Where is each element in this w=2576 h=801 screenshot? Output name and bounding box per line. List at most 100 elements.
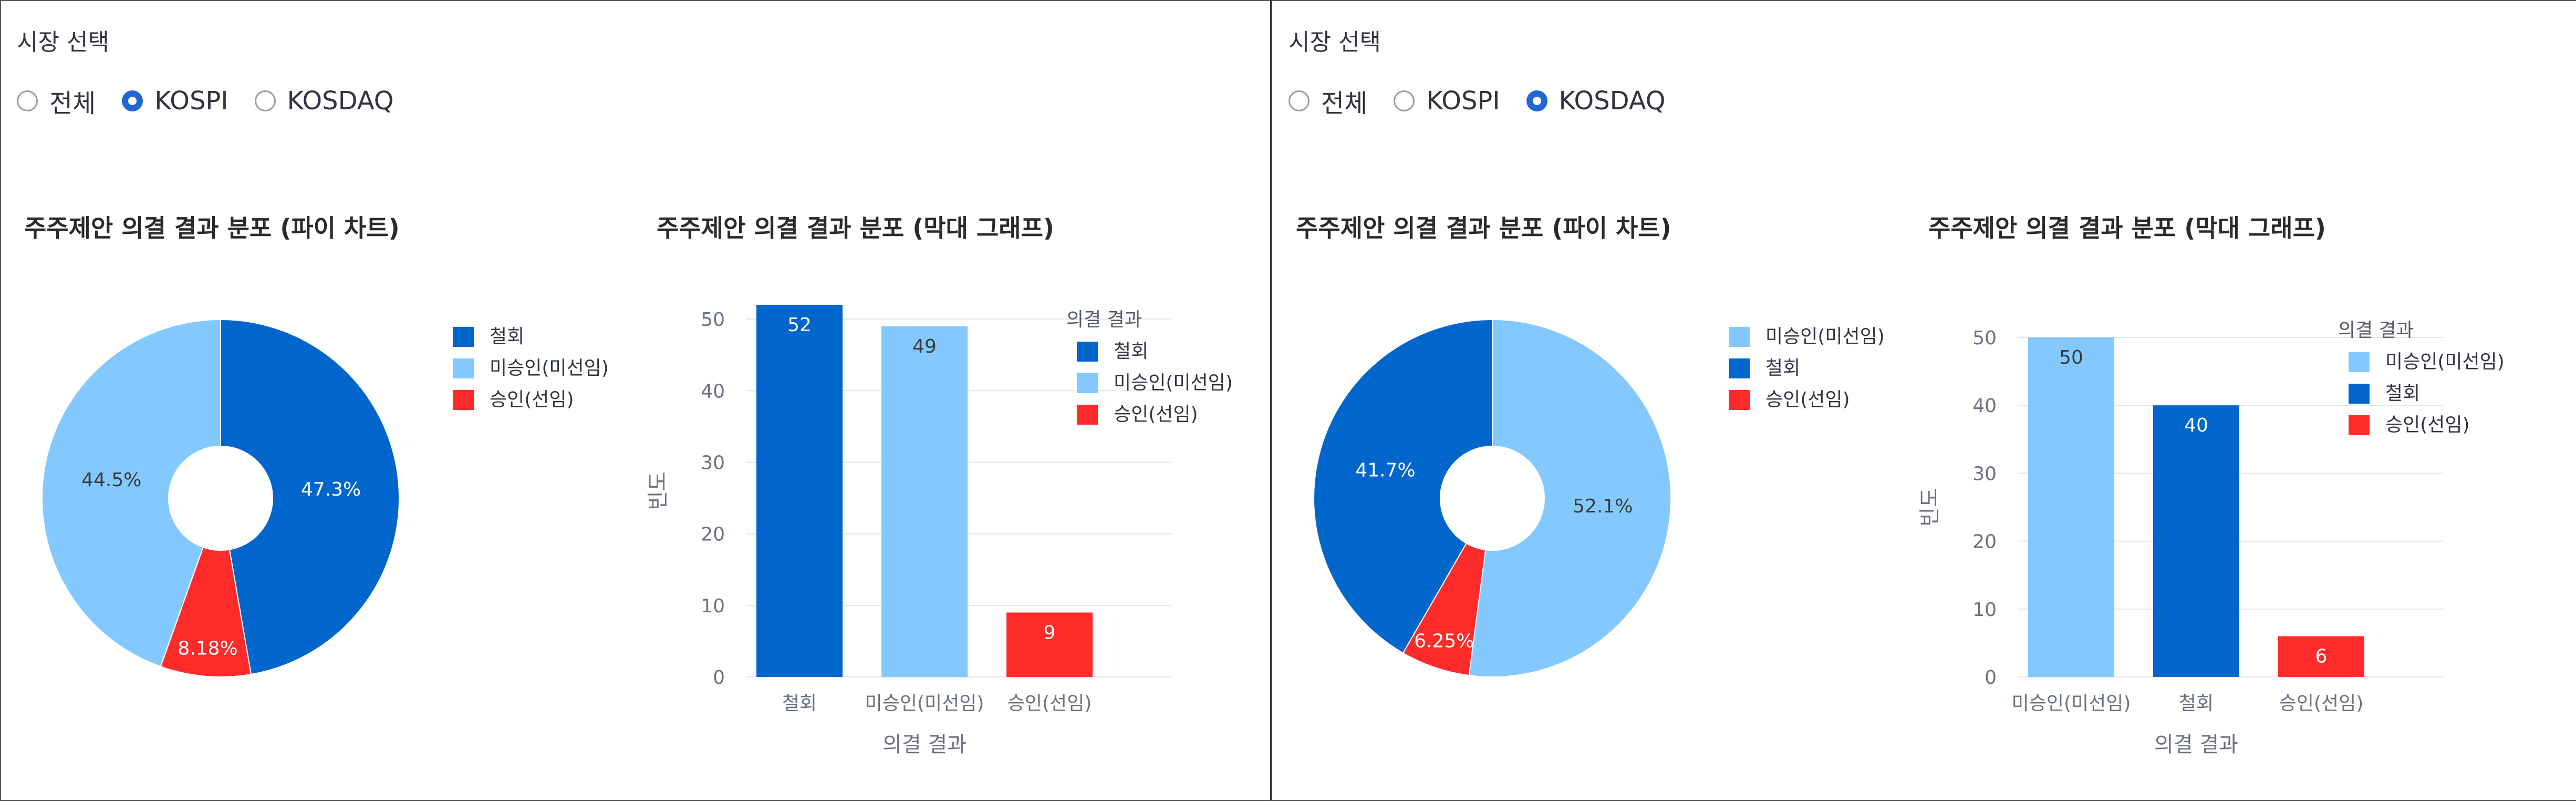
y-tick-label: 20 bbox=[1972, 531, 1997, 553]
radio-option-all[interactable]: 전체 bbox=[1289, 83, 1367, 119]
y-axis-title: 빈도 bbox=[646, 471, 670, 510]
legend-swatch bbox=[453, 390, 474, 410]
x-tick-label: 철회 bbox=[2179, 693, 2214, 714]
radio-option-kosdaq[interactable]: KOSDAQ bbox=[254, 86, 394, 116]
radio-circle[interactable] bbox=[254, 90, 276, 111]
legend-swatch bbox=[453, 327, 474, 347]
legend-swatch bbox=[2349, 384, 2370, 404]
market-select-label: 시장 선택 bbox=[17, 29, 109, 56]
bar bbox=[2278, 636, 2364, 677]
radio-circle[interactable] bbox=[17, 90, 38, 111]
bar bbox=[1006, 612, 1093, 677]
pie-slice bbox=[220, 319, 400, 675]
x-axis-title: 의결 결과 bbox=[882, 733, 967, 757]
legend-swatch bbox=[1077, 405, 1098, 425]
legend-title: 의결 결과 bbox=[2338, 320, 2414, 341]
legend-label: 승인(선임) bbox=[1114, 404, 1198, 425]
legend-swatch bbox=[1729, 358, 1750, 378]
legend-swatch bbox=[1729, 390, 1750, 410]
bar bbox=[2028, 337, 2114, 677]
x-axis-title: 의결 결과 bbox=[2154, 733, 2238, 757]
legend-swatch bbox=[2349, 352, 2370, 372]
legend-label: 미승인(미선임) bbox=[1765, 326, 1885, 347]
radio-option-kosdaq[interactable]: KOSDAQ bbox=[1526, 86, 1666, 116]
radio-circle[interactable] bbox=[1289, 90, 1310, 111]
y-tick-label: 30 bbox=[701, 453, 725, 474]
pie-hole bbox=[1440, 446, 1545, 551]
pie-slice-label: 8.18% bbox=[178, 638, 237, 660]
x-tick-label: 철회 bbox=[782, 693, 817, 714]
bar-chart-title: 주주제안 의결 결과 분포 (막대 그래프) bbox=[1928, 214, 2326, 242]
legend-label: 승인(선임) bbox=[1765, 389, 1850, 410]
pie-slice bbox=[1468, 319, 1672, 677]
pie-slice-label: 6.25% bbox=[1414, 630, 1474, 652]
panel-kosdaq: 시장 선택 전체 KOSPI KOSDAQ 주주제안 의결 결과 분포 (파이 … bbox=[1272, 0, 2542, 800]
radio-option-kospi[interactable]: KOSPI bbox=[122, 86, 228, 116]
bar-value-label: 6 bbox=[2315, 645, 2328, 667]
legend-label: 철회 bbox=[490, 326, 524, 347]
pie-slice-label: 52.1% bbox=[1573, 496, 1633, 517]
radio-label: 전체 bbox=[49, 89, 96, 118]
pie-slice bbox=[41, 319, 221, 667]
radio-label: KOSDAQ bbox=[1559, 86, 1666, 116]
legend-label: 미승인(미선임) bbox=[490, 357, 609, 379]
y-axis-title: 빈도 bbox=[1918, 488, 1942, 527]
radio-circle[interactable] bbox=[1394, 90, 1415, 111]
market-radio-group: 전체 KOSPI KOSDAQ bbox=[1289, 83, 1692, 119]
y-tick-label: 0 bbox=[1985, 667, 1997, 689]
x-tick-label: 미승인(미선임) bbox=[2012, 693, 2131, 714]
pie-chart-title: 주주제안 의결 결과 분포 (파이 차트) bbox=[24, 214, 400, 242]
y-tick-label: 0 bbox=[713, 667, 725, 689]
legend-swatch bbox=[1077, 373, 1098, 393]
x-tick-label: 승인(선임) bbox=[2279, 693, 2364, 714]
panel-kospi: 시장 선택 전체 KOSPI KOSDAQ 주주제안 의결 결과 분포 (파이 … bbox=[0, 0, 1270, 800]
y-tick-label: 30 bbox=[1972, 463, 1997, 485]
y-tick-label: 10 bbox=[701, 595, 725, 617]
bar-value-label: 50 bbox=[2059, 347, 2083, 368]
legend-label: 철회 bbox=[1114, 341, 1148, 362]
market-radio-group: 전체 KOSPI KOSDAQ bbox=[17, 83, 420, 119]
bar bbox=[756, 305, 843, 677]
radio-option-all[interactable]: 전체 bbox=[17, 83, 96, 119]
radio-label: KOSPI bbox=[1426, 86, 1500, 116]
bar-value-label: 49 bbox=[912, 336, 937, 357]
legend-swatch bbox=[1077, 342, 1098, 362]
pie-slice-label: 41.7% bbox=[1355, 459, 1415, 481]
legend-title: 의결 결과 bbox=[1066, 309, 1142, 331]
legend-label: 철회 bbox=[2385, 383, 2420, 404]
radio-circle[interactable] bbox=[122, 90, 143, 111]
radio-label: KOSPI bbox=[154, 86, 228, 116]
y-tick-label: 40 bbox=[1972, 395, 1997, 417]
legend-label: 승인(선임) bbox=[2385, 414, 2470, 436]
y-tick-label: 50 bbox=[1972, 327, 1997, 349]
pie-hole bbox=[168, 446, 273, 551]
pie-chart-title: 주주제안 의결 결과 분포 (파이 차트) bbox=[1296, 214, 1671, 242]
bar-value-label: 52 bbox=[787, 314, 812, 336]
y-tick-label: 10 bbox=[1972, 599, 1997, 621]
y-tick-label: 50 bbox=[701, 309, 725, 331]
radio-label: KOSDAQ bbox=[287, 86, 394, 116]
pie-slice bbox=[160, 496, 252, 677]
bar-chart-title: 주주제안 의결 결과 분포 (막대 그래프) bbox=[657, 214, 1054, 242]
market-select-label: 시장 선택 bbox=[1289, 29, 1381, 56]
bar-value-label: 40 bbox=[2184, 415, 2208, 436]
x-tick-label: 승인(선임) bbox=[1007, 693, 1092, 714]
legend-label: 미승인(미선임) bbox=[1114, 372, 1233, 394]
y-tick-label: 20 bbox=[701, 524, 725, 546]
legend-label: 미승인(미선임) bbox=[2385, 351, 2505, 373]
x-tick-label: 미승인(미선임) bbox=[865, 693, 984, 714]
pie-slice-label: 44.5% bbox=[81, 469, 141, 491]
legend-swatch bbox=[2349, 415, 2370, 435]
radio-circle[interactable] bbox=[1526, 90, 1547, 111]
bar-value-label: 9 bbox=[1044, 622, 1056, 643]
legend-swatch bbox=[453, 358, 474, 378]
panel-divider bbox=[1270, 0, 1272, 800]
legend-label: 승인(선임) bbox=[490, 389, 574, 410]
pie-slice-label: 47.3% bbox=[301, 479, 361, 500]
legend-label: 철회 bbox=[1765, 357, 1800, 379]
radio-option-kospi[interactable]: KOSPI bbox=[1394, 86, 1500, 116]
